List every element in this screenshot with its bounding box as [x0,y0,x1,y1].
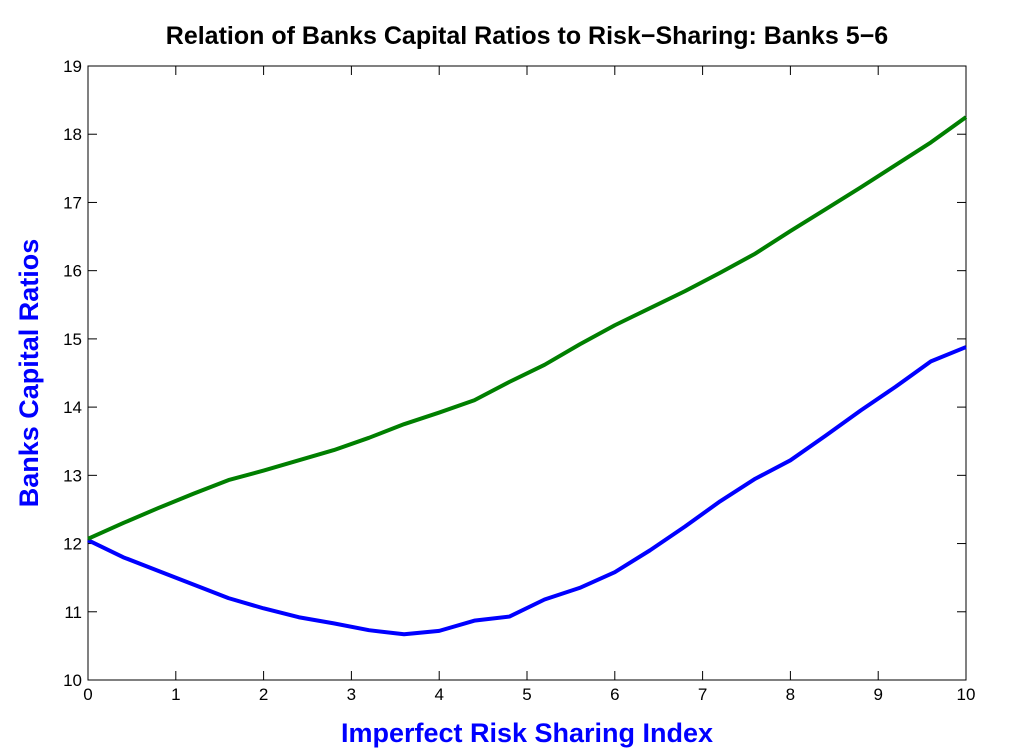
x-tick-label: 6 [610,685,619,704]
y-tick-label: 12 [63,535,82,554]
y-tick-label: 18 [63,125,82,144]
x-axis-label: Imperfect Risk Sharing Index [341,718,713,748]
x-tick-label: 2 [259,685,268,704]
x-tick-label: 4 [434,685,443,704]
y-tick-label: 11 [64,603,82,622]
y-tick-label: 10 [63,671,82,690]
x-tick-label: 10 [957,685,976,704]
x-tick-label: 0 [83,685,92,704]
x-tick-label: 5 [522,685,531,704]
x-tick-label: 9 [873,685,882,704]
y-tick-label: 14 [63,398,82,417]
y-tick-label: 16 [63,262,82,281]
chart-title: Relation of Banks Capital Ratios to Risk… [166,22,888,50]
x-tick-label: 8 [786,685,795,704]
series-line [87,345,967,637]
x-tick-label: 1 [171,685,180,704]
y-tick-label: 19 [63,57,82,76]
x-tick-label: 7 [698,685,707,704]
y-tick-label: 15 [63,330,82,349]
y-tick-label: 13 [63,466,82,485]
y-axis-label: Banks Capital Ratios [14,239,44,508]
y-tick-label: 17 [63,193,82,212]
series-line [87,115,968,541]
x-tick-label: 3 [347,685,356,704]
